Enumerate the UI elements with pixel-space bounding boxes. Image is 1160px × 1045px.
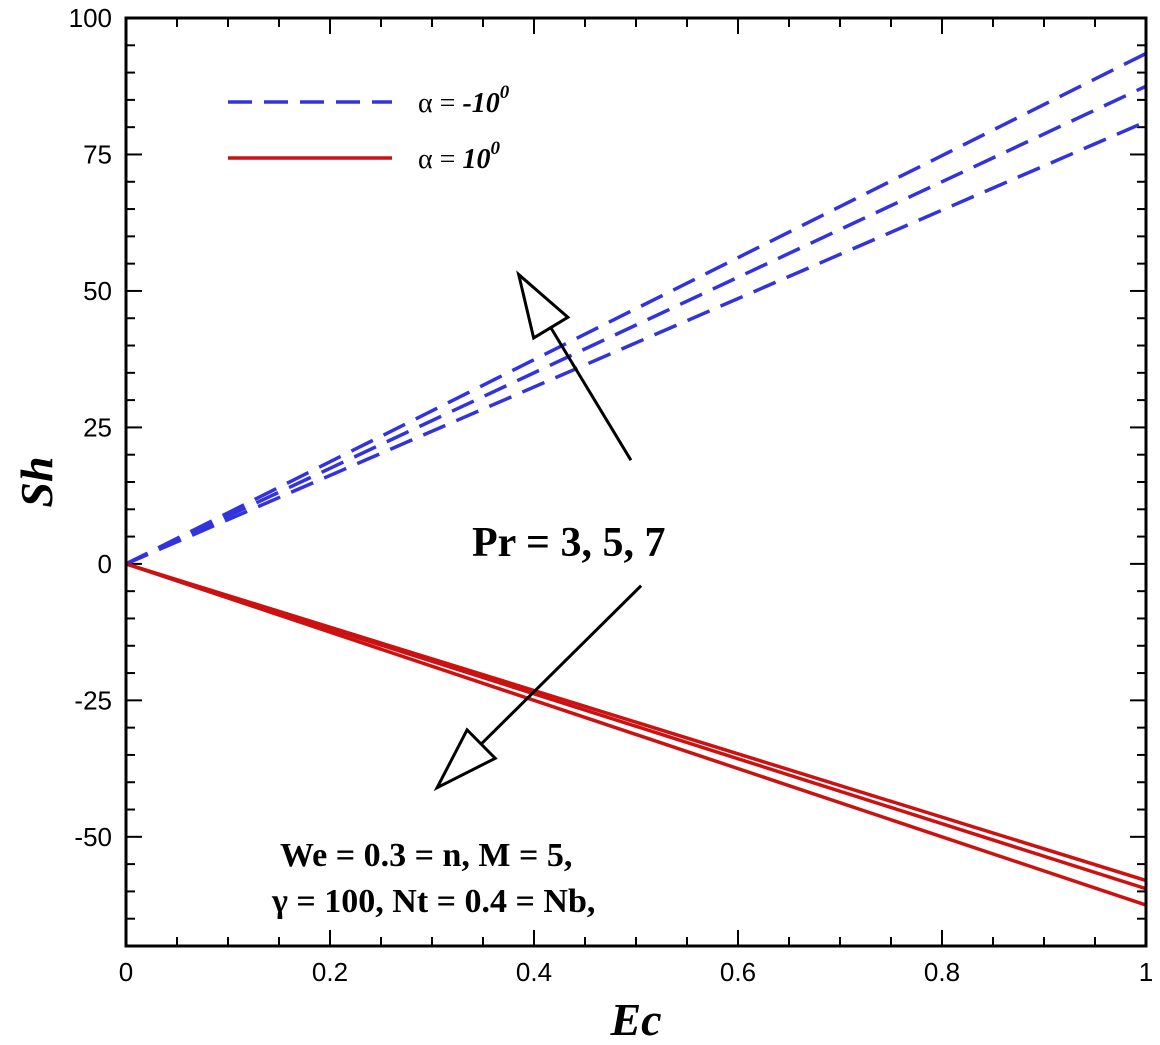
series-line-alpha-pos: [125, 562, 1147, 907]
legend-label: α = -100: [418, 82, 510, 119]
legend-eq: =: [433, 144, 463, 175]
legend-symbol: α: [418, 144, 433, 175]
arrow-layer: [433, 270, 643, 792]
legend-superscript: 0: [490, 138, 500, 159]
x-tick-label: 0: [119, 957, 133, 987]
arrow-shaft: [549, 326, 633, 461]
y-tick-label: 25: [83, 412, 112, 442]
params-line-1: We = 0.3 = n, M = 5,: [280, 837, 572, 874]
y-tick-label: 100: [69, 3, 112, 33]
x-tick-label: 0.6: [720, 957, 756, 987]
series-line-alpha-neg: [125, 120, 1147, 566]
x-tick-label: 0.2: [312, 957, 348, 987]
arrow-head: [516, 270, 571, 341]
series-line-alpha-neg: [125, 51, 1147, 566]
y-tick-label: 0: [98, 549, 112, 579]
y-tick-label: 75: [83, 139, 112, 169]
x-tick-label: 0.4: [516, 957, 552, 987]
arrow-head: [433, 727, 498, 792]
pr-annotation: Pr = 3, 5, 7: [472, 520, 665, 566]
y-tick-label: 50: [83, 276, 112, 306]
series-line-alpha-pos: [125, 562, 1147, 891]
series-layer: [125, 51, 1147, 907]
legend-label: α = 100: [418, 138, 500, 175]
legend-value: -10: [462, 88, 499, 119]
legend-value: 10: [462, 144, 490, 175]
params-line-2: γ = 100, Nt = 0.4 = Nb,: [271, 883, 595, 920]
legend-superscript: 0: [500, 82, 510, 103]
y-axis-title: Sh: [11, 456, 62, 507]
legend-symbol: α: [418, 88, 433, 119]
series-line-alpha-neg: [125, 84, 1147, 566]
x-tick-label: 1: [1139, 957, 1153, 987]
x-tick-label: 0.8: [924, 957, 960, 987]
y-tick-label: -50: [74, 822, 112, 852]
arrow-shaft: [480, 584, 643, 746]
x-axis-title: Ec: [609, 994, 661, 1045]
y-tick-label: -25: [74, 685, 112, 715]
legend-eq: =: [433, 88, 463, 119]
plot-frame: [124, 16, 1148, 948]
